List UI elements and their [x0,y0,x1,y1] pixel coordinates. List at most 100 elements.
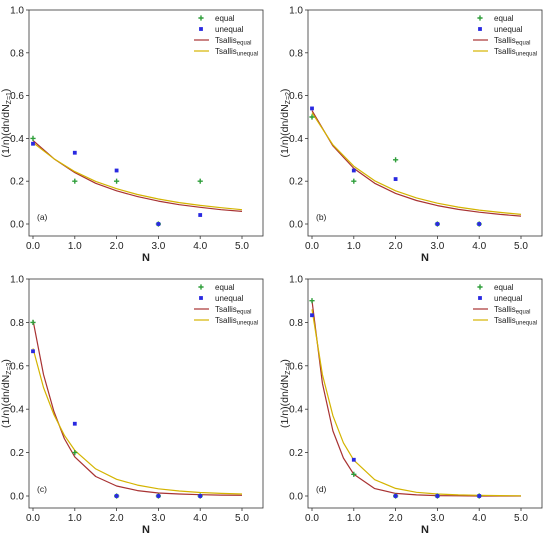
data-point-unequal [435,494,440,498]
x-tick-label: 4.0 [472,513,486,524]
legend-label-tsallis-unequal: Tsallisunequal [215,47,258,58]
data-point-unequal [310,106,314,111]
series-line-tsallis-equal [311,110,522,217]
y-tick-label: 0.6 [289,361,303,372]
legend-marker-equal [477,15,483,21]
data-point-unequal [477,494,482,498]
data-point-equal [30,319,36,325]
y-tick-label: 0.8 [289,318,303,329]
y-tick-label: 0.4 [10,134,24,145]
y-tick-label: 0.4 [10,405,24,416]
data-point-unequal [114,168,119,173]
y-tick-label: 0.0 [289,492,303,503]
y-axis-label: (1/n)(dn/dNZ=1) [0,89,13,158]
x-tick-label: 1.0 [68,241,82,252]
x-tick-label: 2.0 [389,513,403,524]
x-tick-label: 4.0 [472,241,486,252]
legend-marker-equal [198,284,204,290]
y-tick-label: 0.0 [289,220,303,231]
y-tick-label: 0.8 [10,48,24,59]
y-tick-label: 0.4 [289,134,303,145]
legend-label-tsallis-equal: Tsallisequal [215,305,251,316]
plot-frame [307,9,543,237]
panel-label: (b) [316,212,327,222]
panel-label: (d) [316,484,327,494]
series-line-tsallis-equal [311,300,521,497]
y-axis-label: (1/n)(dn/dNZ=2) [279,89,292,158]
y-tick-label: 0.2 [289,177,303,188]
data-point-unequal [31,141,35,146]
y-tick-label: 1.0 [10,275,24,286]
legend-marker-equal [198,15,204,21]
legend-marker-unequal [199,296,203,300]
data-point-unequal [72,150,77,155]
chart-panel-1: 0.0 1.0 2.0 3.0 4.0 5.0 0.0 0.2 0.4 0.6 0.8 1.0 N (1/… [0,6,264,264]
x-tick-label: 4.0 [193,241,207,252]
x-tick-label: 4.0 [193,513,207,524]
plot-frame [28,278,264,509]
data-point-equal [393,157,399,163]
y-tick-label: 0.8 [10,318,24,329]
x-tick-label: 0.0 [305,241,319,252]
y-tick-label: 1.0 [289,6,303,17]
data-point-unequal [198,494,203,498]
data-point-unequal [156,494,161,498]
panel-label: (a) [37,212,48,222]
x-tick-label: 0.0 [26,241,40,252]
data-point-unequal [351,457,356,462]
x-tick-label: 5.0 [235,241,249,252]
series-line-tsallis-unequal [311,309,522,497]
x-tick-label: 5.0 [514,513,528,524]
data-point-equal [309,114,315,120]
series-line-tsallis-unequal [32,348,243,495]
data-point-unequal [477,222,482,226]
x-tick-label: 2.0 [110,513,124,524]
y-tick-label: 0.2 [289,448,303,459]
series-line-tsallis-equal [32,140,243,212]
data-point-equal [351,471,357,477]
chart-panel-2: 0.0 1.0 2.0 3.0 4.0 5.0 0.0 0.2 0.4 0.6 0.8 1.0 N (1/… [279,6,543,264]
y-tick-label: 0.6 [10,361,24,372]
x-axis-label: N [421,252,429,264]
data-point-equal [351,178,357,184]
x-tick-label: 3.0 [151,513,165,524]
legend-marker-unequal [478,296,482,300]
plot-frame [28,9,264,237]
legend-label-tsallis-equal: Tsallisequal [215,36,251,47]
data-point-unequal [72,421,77,426]
chart-panel-3: 0.0 1.0 2.0 3.0 4.0 5.0 0.0 0.2 0.4 0.6 0.8 1.0 N (1/… [0,275,264,533]
x-tick-label: 2.0 [389,241,403,252]
legend-label-equal: equal [494,14,514,23]
series-line-tsallis-unequal [32,142,243,211]
legend-label-tsallis-unequal: Tsallisunequal [215,316,258,327]
y-tick-label: 1.0 [10,6,24,17]
legend-marker-unequal [199,27,203,31]
y-tick-label: 0.2 [10,448,24,459]
series-line-tsallis-equal [32,320,243,496]
data-point-equal [72,178,78,184]
x-tick-label: 3.0 [430,513,444,524]
data-point-equal [30,135,36,141]
x-tick-label: 1.0 [347,513,361,524]
legend-label-equal: equal [494,283,514,292]
legend-label-tsallis-equal: Tsallisequal [494,305,530,316]
x-tick-label: 5.0 [514,241,528,252]
x-axis-label: N [142,524,150,533]
legend-label-tsallis-equal: Tsallisequal [494,36,530,47]
legend-label-equal: equal [215,283,235,292]
legend-marker-unequal [478,27,482,31]
chart-panel-4: 0.0 1.0 2.0 3.0 4.0 5.0 0.0 0.2 0.4 0.6 0.8 1.0 N (1/… [279,275,543,533]
legend-label-unequal: unequal [215,25,244,34]
legend-marker-equal [477,284,483,290]
data-point-equal [197,178,203,184]
legend-label-unequal: unequal [494,25,523,34]
y-axis-label: (1/n)(dn/dNZ=4) [279,359,292,428]
y-tick-label: 0.0 [10,220,24,231]
x-tick-label: 5.0 [235,513,249,524]
y-tick-label: 0.4 [289,405,303,416]
panel-label: (c) [37,484,47,494]
legend-label-unequal: unequal [494,294,523,303]
